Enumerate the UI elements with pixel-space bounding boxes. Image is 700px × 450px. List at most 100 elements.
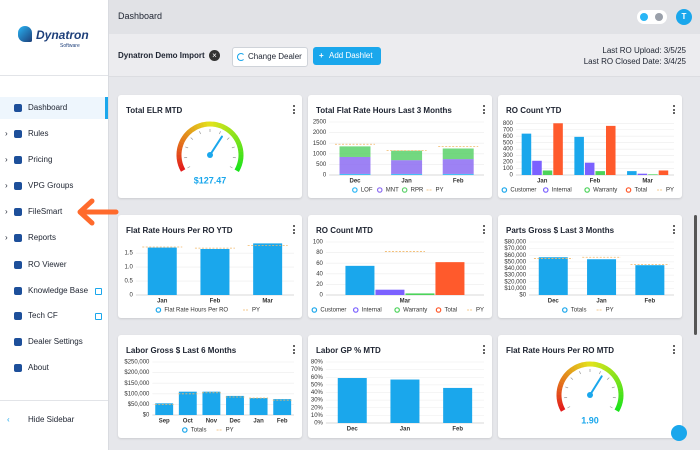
logo[interactable]: Dynatron Software <box>16 22 96 52</box>
y-tick-label: $20,000 <box>504 279 526 285</box>
y-tick-label: 50% <box>311 382 324 388</box>
dashlet-menu[interactable] <box>293 225 296 235</box>
bar <box>435 262 465 295</box>
y-tick-label: 0 <box>130 293 134 299</box>
dashlet-menu[interactable] <box>483 105 486 115</box>
gauge-arc <box>237 144 243 150</box>
gauge-arc <box>613 375 620 381</box>
nav-label: Dashboard <box>28 103 68 112</box>
clear-dealer[interactable]: × <box>209 50 220 61</box>
nav-item[interactable]: Knowledge Base <box>0 280 108 302</box>
nav-item[interactable]: › FileSmart <box>0 201 108 223</box>
dashlet: Parts Gross $ Last 3 Months $0 $10,000 $20,… <box>498 215 682 318</box>
dashlet-menu[interactable] <box>673 345 676 355</box>
nav-item[interactable]: › Rules <box>0 123 108 145</box>
chevron: › <box>5 129 8 138</box>
icon <box>14 364 22 372</box>
hide-sidebar[interactable]: ‹ Hide Sidebar <box>0 409 108 431</box>
dashlet-title: RO Count YTD <box>506 106 562 115</box>
gauge-arc <box>180 135 188 141</box>
bar <box>532 160 542 175</box>
separator <box>0 400 108 401</box>
gauge-arc <box>558 403 564 409</box>
dashlet-menu[interactable] <box>293 105 296 115</box>
dashlet-menu[interactable] <box>293 345 296 355</box>
bar <box>627 171 637 175</box>
change-dealer-button[interactable]: Change Dealer <box>232 47 308 67</box>
y-tick-label: 0 <box>320 293 324 299</box>
nav-item[interactable]: Dealer Settings <box>0 331 108 353</box>
icon <box>14 182 22 190</box>
gauge-arc <box>218 123 224 130</box>
menu-dot <box>483 345 485 347</box>
nav-item[interactable]: Dashboard <box>0 97 108 119</box>
gauge-arc <box>604 365 610 373</box>
nav-item[interactable]: RO Viewer <box>0 254 108 276</box>
x-tick-label: Feb <box>277 419 288 425</box>
gauge-tick <box>567 406 571 409</box>
legend-label: Warranty <box>593 188 617 194</box>
legend-swatch <box>352 187 358 193</box>
legend-label: PY <box>252 308 260 314</box>
gauge-tick <box>199 131 201 135</box>
add-dashlet-button[interactable]: + Add Dashlet <box>313 47 381 65</box>
chat-button[interactable] <box>671 425 687 441</box>
nav-item[interactable]: › VPG Groups <box>0 175 108 197</box>
x-tick-label: Oct <box>183 419 193 425</box>
nav-item[interactable]: About <box>0 357 108 379</box>
scrollbar[interactable] <box>694 215 697 335</box>
dashlet-title: Flat Rate Hours Per RO MTD <box>506 346 615 355</box>
bar <box>253 243 283 295</box>
nav-item[interactable]: › Pricing <box>0 149 108 171</box>
avatar[interactable]: T <box>676 9 692 25</box>
y-tick-label: $0 <box>143 413 150 419</box>
y-tick-label: 0.5 <box>125 279 134 285</box>
bar <box>521 133 532 175</box>
gauge-tick <box>599 371 601 375</box>
dashlet-menu[interactable] <box>483 225 486 235</box>
gauge-arc <box>224 125 230 133</box>
menu-dot <box>673 348 675 351</box>
gauge-tick <box>231 146 235 149</box>
legend-swatch <box>155 307 162 313</box>
gauge-arc <box>179 166 186 172</box>
dashlet-menu[interactable] <box>673 225 676 235</box>
gauge-arc <box>606 367 613 375</box>
gauge-needle <box>209 135 223 156</box>
y-tick-label: $150,000 <box>124 381 150 387</box>
bar <box>648 174 658 175</box>
gauge-tick <box>229 166 233 169</box>
bar <box>605 125 616 175</box>
dashlet-menu[interactable] <box>673 105 676 115</box>
dashlet-chart: 1.90 <box>556 361 624 425</box>
bar-segment <box>391 150 423 161</box>
menu-dot <box>673 352 675 354</box>
menu-dot <box>673 112 675 114</box>
last-closed: Last RO Closed Date: 3/4/25 <box>583 57 686 66</box>
gauge-arc <box>234 166 241 172</box>
nav-label: About <box>28 363 49 372</box>
nav-item[interactable]: › Reports <box>0 227 108 249</box>
legend-label: PY <box>606 308 614 314</box>
y-tick-label: 1.5 <box>125 251 134 257</box>
bar <box>637 173 648 175</box>
theme-toggle[interactable] <box>637 10 667 24</box>
x-tick-label: Feb <box>590 179 601 185</box>
nav-label: Hide Sidebar <box>28 415 75 424</box>
x-tick-label: Dec <box>349 179 361 185</box>
x-tick-label: Dec <box>229 419 241 425</box>
nav-item[interactable]: Tech CF <box>0 305 108 327</box>
dashlet-menu[interactable] <box>483 345 486 355</box>
logo-text: Dynatron <box>36 28 89 42</box>
last-upload: Last RO Upload: 3/5/25 <box>602 46 686 55</box>
menu-dot <box>673 225 675 227</box>
gauge-arc <box>609 370 616 377</box>
dashlet: Labor GP % MTD 0% 10% 20% 30% 40% 50% 60% 70% 80%… <box>308 335 492 438</box>
icon <box>14 104 22 112</box>
topbar: Dashboard T <box>109 0 700 34</box>
button-label: Add Dashlet <box>329 51 373 60</box>
menu-dot <box>483 352 485 354</box>
gauge-arc <box>592 361 598 368</box>
y-tick-label: $70,000 <box>504 246 526 252</box>
